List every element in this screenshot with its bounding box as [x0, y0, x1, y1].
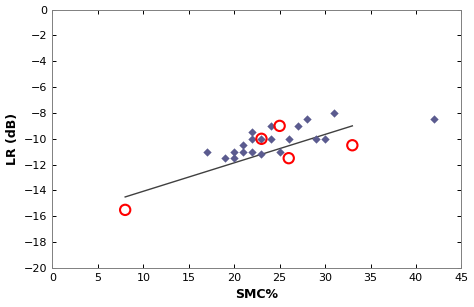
Point: [276, 149, 283, 154]
Point: [239, 143, 247, 148]
Point: [285, 156, 292, 161]
Point: [321, 136, 329, 141]
Point: [276, 123, 283, 128]
Point: [303, 117, 310, 122]
Point: [221, 156, 229, 161]
Point: [258, 136, 265, 141]
Point: [248, 149, 256, 154]
Point: [348, 143, 356, 148]
Point: [294, 123, 301, 128]
Point: [285, 136, 292, 141]
Point: [248, 136, 256, 141]
Point: [258, 136, 265, 141]
X-axis label: SMC%: SMC%: [236, 289, 278, 301]
Point: [239, 149, 247, 154]
Point: [312, 136, 320, 141]
Point: [230, 156, 238, 161]
Point: [230, 149, 238, 154]
Point: [267, 123, 274, 128]
Point: [121, 208, 129, 212]
Point: [267, 136, 274, 141]
Point: [248, 130, 256, 135]
Point: [203, 149, 211, 154]
Point: [258, 152, 265, 157]
Y-axis label: LR (dB): LR (dB): [6, 113, 18, 165]
Point: [430, 117, 438, 122]
Point: [330, 111, 338, 115]
